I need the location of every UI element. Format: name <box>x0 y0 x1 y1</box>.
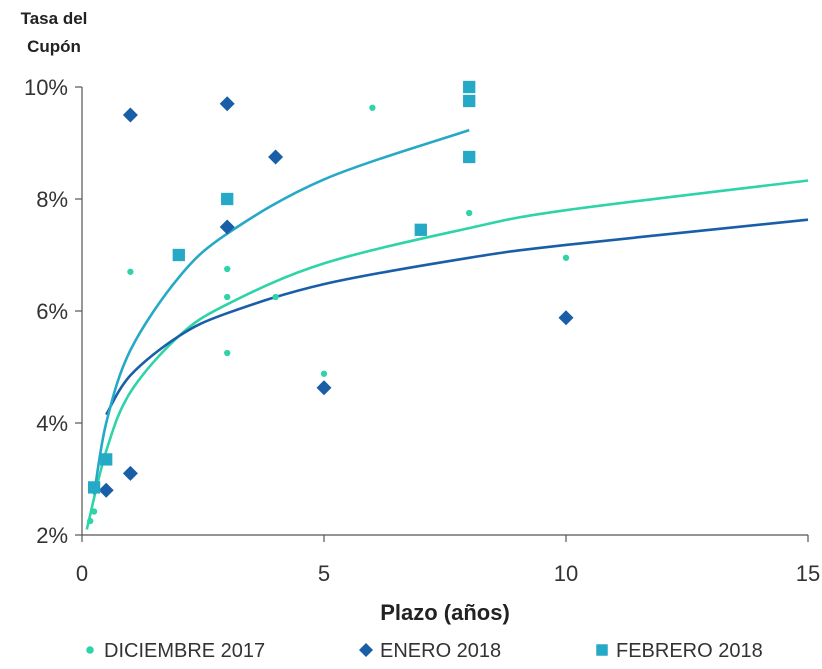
data-point <box>463 150 476 164</box>
data-point <box>219 219 235 235</box>
y-tick-label: 2% <box>36 523 68 548</box>
legend-label: ENERO 2018 <box>380 640 501 662</box>
data-point <box>221 192 234 206</box>
legend-label: FEBRERO 2018 <box>616 640 763 662</box>
data-point <box>272 293 279 301</box>
data-point <box>320 370 328 377</box>
data-point <box>414 223 427 236</box>
y-tick-label: 6% <box>36 299 68 324</box>
axes: 2% 4% 6% 8% 10% 0 5 10 15 <box>24 75 820 586</box>
legend-item: ENERO 2018 <box>359 640 501 662</box>
trend-lines <box>85 128 809 530</box>
x-tick-label: 5 <box>318 561 330 586</box>
data-point <box>122 465 138 481</box>
legend: DICIEMBRE 2017 ENERO 2018 FEBRERO 2018 <box>86 640 763 662</box>
data-point <box>127 268 134 275</box>
x-tick-label: 15 <box>796 561 820 586</box>
data-point <box>463 80 476 94</box>
data-point <box>224 265 231 273</box>
legend-marker <box>86 646 94 654</box>
data-point <box>98 482 114 498</box>
legend-item: FEBRERO 2018 <box>596 640 763 662</box>
y-tick-label: 10% <box>24 75 68 100</box>
legend-item: DICIEMBRE 2017 <box>86 640 265 662</box>
data-point <box>562 254 570 261</box>
data-point <box>87 517 94 525</box>
x-tick-label: 0 <box>76 561 88 586</box>
x-tick-label: 10 <box>554 561 578 586</box>
data-point <box>466 209 473 217</box>
trend-line <box>85 179 809 530</box>
legend-label: DICIEMBRE 2017 <box>104 640 265 662</box>
y-tick-label: 8% <box>36 187 68 212</box>
y-axis-title: Tasa del Cupón <box>21 9 88 56</box>
trend-line <box>105 218 809 416</box>
data-point <box>369 104 376 111</box>
x-axis-title: Plazo (años) <box>380 600 510 625</box>
data-point <box>219 96 235 112</box>
data-point <box>87 481 101 494</box>
data-point <box>90 508 98 515</box>
data-points <box>87 80 574 525</box>
y-axis-title-line: Tasa del <box>21 9 88 28</box>
y-axis-title-line: Cupón <box>27 37 81 56</box>
data-point <box>463 94 476 108</box>
data-point <box>100 453 113 466</box>
legend-marker <box>359 643 373 657</box>
data-point <box>224 349 231 357</box>
data-point <box>268 149 284 165</box>
data-point <box>316 380 332 396</box>
y-tick-label: 4% <box>36 411 68 436</box>
data-point <box>224 293 231 301</box>
data-point <box>122 107 138 123</box>
trend-line <box>92 128 470 495</box>
data-point <box>172 248 185 262</box>
data-point <box>558 310 574 326</box>
x-axis-title: Plazo (años) <box>380 600 510 625</box>
legend-marker <box>596 644 608 656</box>
